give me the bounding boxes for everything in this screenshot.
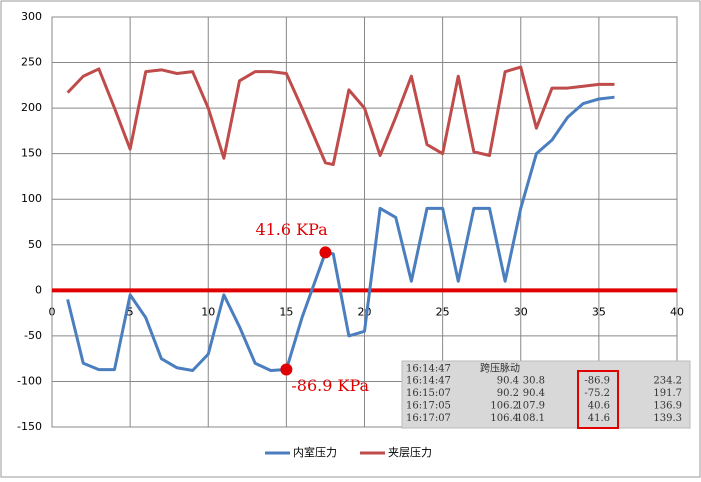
inset-cell: 90.2	[497, 388, 519, 399]
y-tick-label: 100	[21, 192, 42, 205]
inset-cell: 90.4	[523, 388, 545, 399]
y-tick-label: -100	[17, 374, 42, 387]
x-tick-label: 25	[436, 305, 450, 318]
x-tick-label: 20	[358, 305, 372, 318]
y-tick-label: 50	[28, 238, 42, 251]
x-tick-label: 30	[514, 305, 528, 318]
y-tick-label: 200	[21, 101, 42, 114]
annotation: 41.6 KPa	[255, 220, 328, 239]
inset-cell: 107.9	[516, 401, 545, 412]
y-tick-label: -150	[17, 420, 42, 433]
y-tick-label: 0	[35, 283, 42, 296]
inset-cell: 139.3	[653, 413, 682, 424]
series-line	[66, 65, 615, 167]
inset-cell: 106.4	[490, 413, 519, 424]
inset-cell: -86.9	[584, 376, 610, 387]
series-line	[66, 95, 615, 373]
x-tick-label: 15	[279, 305, 293, 318]
inset-cell: 191.7	[653, 388, 682, 399]
inset-cell: 106.2	[490, 401, 519, 412]
inset-header: 跨压脉动	[480, 362, 520, 375]
inset-cell: 234.2	[653, 376, 682, 387]
inset-cell: 136.9	[653, 401, 682, 412]
y-tick-label: -50	[24, 329, 42, 342]
highlight-point	[280, 363, 293, 376]
inset-cell: 16:17:07	[406, 413, 451, 424]
inset-cell: 16:14:47	[406, 376, 451, 387]
inset-header: 16:14:47	[406, 364, 451, 375]
inset-cell: 90.4	[497, 376, 519, 387]
inset-cell: 30.8	[523, 376, 545, 387]
inset-cell: 16:15:07	[406, 388, 451, 399]
x-tick-label: 35	[592, 305, 606, 318]
y-tick-label: 250	[21, 56, 42, 69]
x-tick-label: 10	[201, 305, 215, 318]
inset-cell: 108.1	[516, 413, 545, 424]
inset-cell: 16:17:05	[406, 401, 451, 412]
inset-cell: -75.2	[584, 388, 610, 399]
y-tick-label: 300	[21, 10, 42, 23]
x-tick-label: 5	[127, 305, 134, 318]
y-tick-label: 150	[21, 147, 42, 160]
inset-bg	[401, 360, 691, 429]
annotation: -86.9 KPa	[291, 376, 369, 395]
inset-cell: 41.6	[588, 413, 610, 424]
inset-cell: 40.6	[588, 401, 610, 412]
legend-label: 内室压力	[293, 445, 337, 459]
plot-border	[51, 16, 678, 428]
inset-highlight-box	[577, 370, 619, 429]
legend-label: 夹层压力	[388, 446, 432, 459]
highlight-point	[319, 246, 332, 259]
